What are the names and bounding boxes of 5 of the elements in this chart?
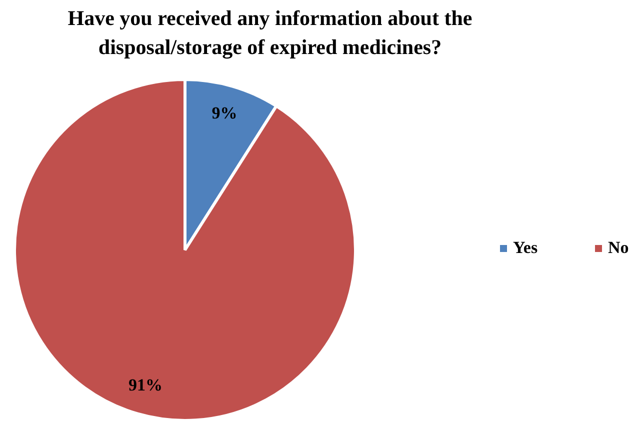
legend-label: No (608, 238, 629, 258)
data-label: 91% (128, 375, 163, 394)
legend-label: Yes (513, 238, 538, 258)
chart-title: Have you received any information about the disposal/storage of expired medicines? (66, 5, 474, 61)
data-label: 9% (212, 103, 238, 122)
